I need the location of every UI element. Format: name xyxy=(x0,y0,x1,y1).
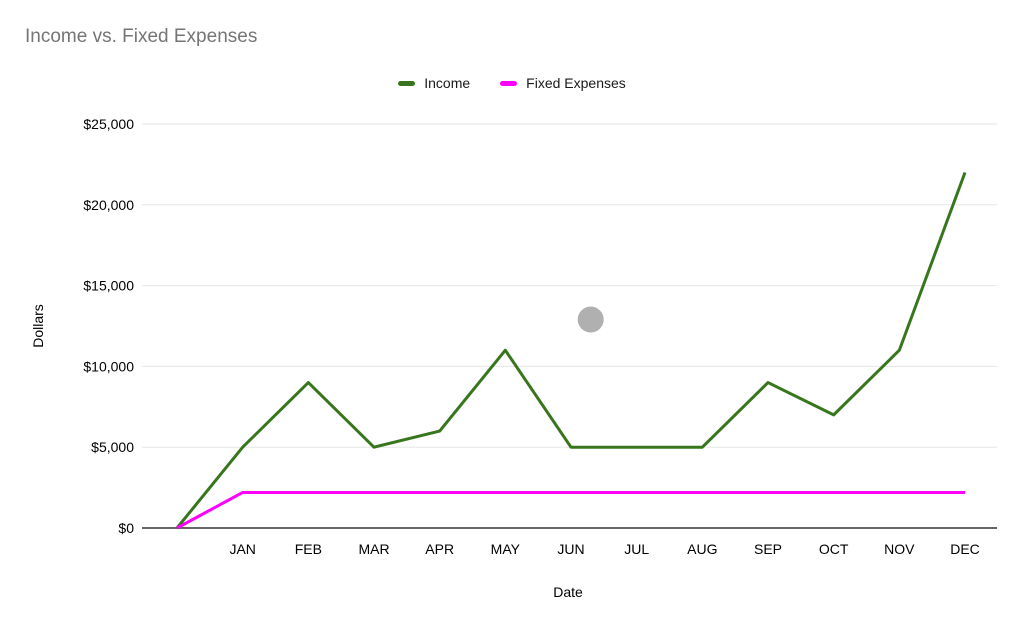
y-tick-label: $15,000 xyxy=(83,278,134,294)
legend-item-fixed-expenses[interactable]: Fixed Expenses xyxy=(500,75,626,91)
legend-label-income: Income xyxy=(424,75,471,91)
series-line-fixed-expenses xyxy=(176,490,965,530)
legend: Income Fixed Expenses xyxy=(0,75,1024,91)
y-tick-label: $10,000 xyxy=(83,358,134,374)
income-line-swatch-icon xyxy=(398,80,416,86)
gray-data-point xyxy=(577,306,604,333)
x-tick-label: JUN xyxy=(557,541,584,557)
y-tick-label: $0 xyxy=(118,520,134,536)
x-tick-label: APR xyxy=(425,541,454,557)
x-tick-label: MAY xyxy=(491,541,521,557)
x-tick-label: JAN xyxy=(229,541,255,557)
y-tick-label: $25,000 xyxy=(83,116,134,132)
x-tick-label: DEC xyxy=(950,541,980,557)
x-tick-label: MAR xyxy=(358,541,389,557)
fixed-expenses-line-swatch-icon xyxy=(500,80,518,86)
x-tick-label: FEB xyxy=(295,541,322,557)
y-tick-label: $20,000 xyxy=(83,197,134,213)
series-line-income xyxy=(175,171,967,529)
x-tick-label: JUL xyxy=(624,541,649,557)
legend-item-income[interactable]: Income xyxy=(398,75,470,91)
chart-title: Income vs. Fixed Expenses xyxy=(25,26,258,47)
legend-label-fixed-expenses: Fixed Expenses xyxy=(526,75,626,91)
x-tick-label: NOV xyxy=(884,541,915,557)
x-axis-title: Date xyxy=(553,584,583,600)
y-tick-label: $5,000 xyxy=(91,439,134,455)
x-tick-label: OCT xyxy=(819,541,849,557)
x-tick-label: AUG xyxy=(687,541,717,557)
x-tick-label: SEP xyxy=(754,541,782,557)
